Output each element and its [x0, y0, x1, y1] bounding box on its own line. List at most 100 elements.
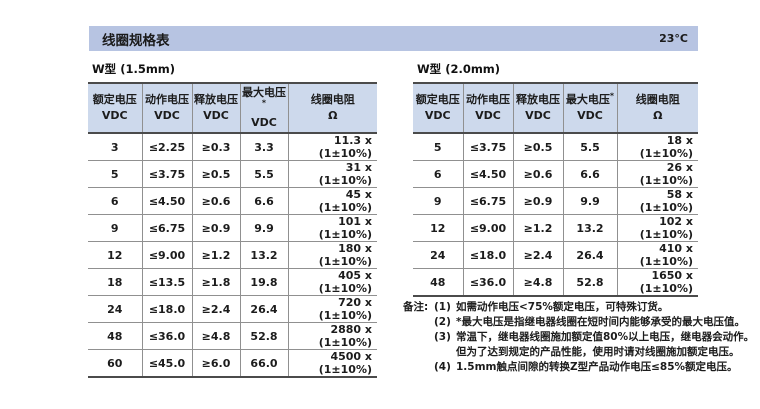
table-cell: 410 x (1±10%)	[616, 241, 698, 269]
table-cell: 24	[88, 295, 142, 323]
table-cell: 18 x (1±10%)	[616, 133, 698, 161]
table-cell: ≤13.5	[141, 268, 192, 296]
table-cell: 58 x (1±10%)	[616, 187, 698, 215]
coil-spec-table-2-0mm: 额定电压 VDC 动作电压 VDC 释放电压 VDC 最大电压* VDC 线圈电阻 Ω 5 ≤3.7…	[413, 82, 698, 297]
table-cell: 12	[88, 241, 142, 269]
table-cell: 9.9	[562, 187, 617, 215]
page-title: 线圈规格表	[102, 32, 170, 49]
note-item: (2) *最大电压是指继电器线圈在短时间内能够承受的最大电压值。	[434, 315, 756, 330]
table-cell: ≥0.5	[512, 133, 563, 161]
table-row: 9 ≤6.75 ≥0.9 9.9 58 x (1±10%)	[413, 187, 698, 215]
table-row: 6 ≤4.50 ≥0.6 6.6 26 x (1±10%)	[413, 160, 698, 188]
footnote-star: *	[261, 98, 267, 108]
table-cell: 9	[413, 187, 463, 215]
note-number: (4)	[434, 361, 451, 373]
note-number: (3)	[434, 331, 451, 343]
table-cell: ≥1.2	[191, 241, 240, 269]
table-cell: ≥4.8	[512, 268, 563, 296]
table-row: 12 ≤9.00 ≥1.2 13.2 180 x (1±10%)	[88, 241, 377, 269]
note-text: *最大电压是指继电器线圈在短时间内能够承受的最大电压值。	[456, 316, 745, 328]
table-cell: ≥0.9	[191, 214, 240, 242]
table-cell: ≥0.3	[191, 133, 240, 161]
column-header: 动作电压 VDC	[462, 83, 513, 134]
table-row: 5 ≤3.75 ≥0.5 5.5 18 x (1±10%)	[413, 133, 698, 161]
table-cell: ≥0.9	[512, 187, 563, 215]
table-cell: 6	[413, 160, 463, 188]
table-row: 60 ≤45.0 ≥6.0 66.0 4500 x (1±10%)	[88, 349, 377, 377]
table-cell: ≥1.8	[191, 268, 240, 296]
table-cell: 45 x (1±10%)	[287, 187, 377, 215]
column-header: 最大电压* VDC	[239, 83, 288, 134]
note-text: 1.5mm触点间隙的转换Z型产品动作电压≤85%额定电压。	[456, 361, 738, 373]
table-cell: 66.0	[239, 349, 288, 377]
table-cell: 60	[88, 349, 142, 377]
table-cell: 5.5	[562, 133, 617, 161]
table-cell: 26.4	[239, 295, 288, 323]
table-cell: ≤6.75	[141, 214, 192, 242]
table-cell: 48	[88, 322, 142, 350]
table-cell: 52.8	[562, 268, 617, 296]
table-cell: 4500 x (1±10%)	[287, 349, 377, 377]
table-cell: 11.3 x (1±10%)	[287, 133, 377, 161]
notes-list: (1) 如需动作电压<75%额定电压，可特殊订货。 (2) *最大电压是指继电器线圈在…	[434, 300, 756, 375]
table-cell: 26.4	[562, 241, 617, 269]
table-cell: 19.8	[239, 268, 288, 296]
table-cell: ≥6.0	[191, 349, 240, 377]
note-item: (1) 如需动作电压<75%额定电压，可特殊订货。	[434, 300, 756, 315]
table-caption: W型 (1.5mm)	[92, 62, 176, 76]
table-cell: ≥2.4	[512, 241, 563, 269]
coil-spec-table-1-5mm: 额定电压 VDC 动作电压 VDC 释放电压 VDC 最大电压* VDC 线圈电阻 Ω 3 ≤2.2…	[88, 82, 377, 378]
table-cell: 1650 x (1±10%)	[616, 268, 698, 296]
note-text: 常温下，继电器线圈施加额定值80%以上电压，继电器会动作。但为了达到规定的产品性…	[456, 331, 755, 358]
note-number: (2)	[434, 316, 451, 328]
title-bar: 线圈规格表 23°C	[89, 26, 698, 51]
table-cell: ≥1.2	[512, 214, 563, 242]
table-row: 6 ≤4.50 ≥0.6 6.6 45 x (1±10%)	[88, 187, 377, 215]
table-cell: ≤3.75	[141, 160, 192, 188]
note-item: (4) 1.5mm触点间隙的转换Z型产品动作电压≤85%额定电压。	[434, 360, 756, 375]
table-cell: 13.2	[562, 214, 617, 242]
table-cell: 3.3	[239, 133, 288, 161]
table-cell: ≤6.75	[462, 187, 513, 215]
table-cell: 31 x (1±10%)	[287, 160, 377, 188]
note-text: 如需动作电压<75%额定电压，可特殊订货。	[456, 301, 669, 313]
table-cell: ≤3.75	[462, 133, 513, 161]
table-cell: 5.5	[239, 160, 288, 188]
column-header: 线圈电阻 Ω	[616, 83, 698, 134]
column-header: 额定电压 VDC	[88, 83, 142, 134]
notes-label: 备注:	[403, 301, 429, 313]
table-cell: 405 x (1±10%)	[287, 268, 377, 296]
table-row: 48 ≤36.0 ≥4.8 52.8 1650 x (1±10%)	[413, 268, 698, 296]
table-cell: 48	[413, 268, 463, 296]
table-cell: ≥0.6	[191, 187, 240, 215]
table-row: 18 ≤13.5 ≥1.8 19.8 405 x (1±10%)	[88, 268, 377, 296]
note-number: (1)	[434, 301, 451, 313]
table-row: 5 ≤3.75 ≥0.5 5.5 31 x (1±10%)	[88, 160, 377, 188]
header-row: 额定电压 VDC 动作电压 VDC 释放电压 VDC 最大电压* VDC 线圈电阻 Ω	[88, 83, 377, 134]
table-cell: 18	[88, 268, 142, 296]
column-header: 释放电压 VDC	[512, 83, 563, 134]
table-cell: 720 x (1±10%)	[287, 295, 377, 323]
note-item: (3) 常温下，继电器线圈施加额定值80%以上电压，继电器会动作。但为了达到规定的…	[434, 330, 756, 360]
table-row: 24 ≤18.0 ≥2.4 26.4 410 x (1±10%)	[413, 241, 698, 269]
temperature-label: 23°C	[659, 32, 688, 45]
notes-section: 备注: (1) 如需动作电压<75%额定电压，可特殊订货。 (2) *最大电压是指继电…	[403, 300, 756, 375]
table-cell: 24	[413, 241, 463, 269]
column-header: 释放电压 VDC	[191, 83, 240, 134]
column-header: 动作电压 VDC	[141, 83, 192, 134]
table-cell: ≤36.0	[141, 322, 192, 350]
table-cell: 5	[88, 160, 142, 188]
table-cell: ≤4.50	[462, 160, 513, 188]
table-caption: W型 (2.0mm)	[417, 62, 501, 76]
column-header: 额定电压 VDC	[413, 83, 463, 134]
table-cell: ≤9.00	[141, 241, 192, 269]
table-cell: 12	[413, 214, 463, 242]
table-cell: ≥0.5	[191, 160, 240, 188]
table-cell: ≥0.6	[512, 160, 563, 188]
column-header: 线圈电阻 Ω	[287, 83, 377, 134]
table-row: 12 ≤9.00 ≥1.2 13.2 102 x (1±10%)	[413, 214, 698, 242]
table-cell: 102 x (1±10%)	[616, 214, 698, 242]
table-cell: 2880 x (1±10%)	[287, 322, 377, 350]
table-row: 9 ≤6.75 ≥0.9 9.9 101 x (1±10%)	[88, 214, 377, 242]
footnote-star: *	[609, 91, 615, 101]
